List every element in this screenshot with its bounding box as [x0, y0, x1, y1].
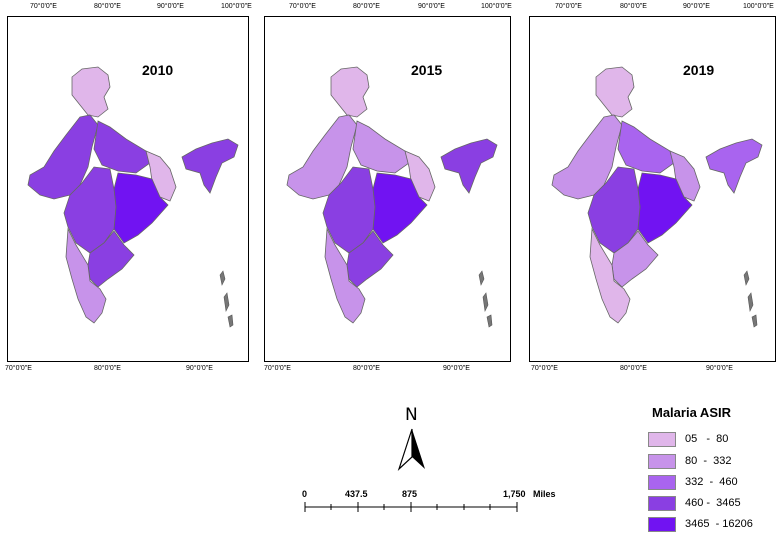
bottom-tick: 90°0'0"E [443, 365, 470, 372]
legend-swatch [648, 454, 676, 469]
island [743, 270, 750, 286]
island [482, 292, 489, 312]
state-region [65, 227, 107, 324]
scale-label-437-5: 437.5 [345, 489, 368, 499]
state-region [440, 138, 498, 194]
india-map-2015 [286, 66, 498, 328]
map-panel-2019 [529, 16, 776, 362]
top-tick: 70°0'0"E [289, 3, 316, 10]
state-region [352, 120, 410, 174]
year-label-2010: 2010 [142, 62, 174, 78]
bottom-tick: 90°0'0"E [706, 365, 733, 372]
legend-label: 05 - 80 [685, 433, 729, 445]
legend-item: 05 - 80 [648, 432, 778, 448]
legend-swatch [648, 496, 676, 511]
map-panel-2010 [7, 16, 249, 362]
legend-item: 80 - 332 [648, 454, 778, 470]
map-panel-2015 [264, 16, 511, 362]
state-region [145, 150, 177, 202]
bottom-tick: 80°0'0"E [353, 365, 380, 372]
state-region [404, 150, 436, 202]
legend-label: 332 - 460 [685, 476, 738, 488]
top-tick: 100°0'0"E [743, 3, 774, 10]
state-region [71, 66, 111, 118]
top-tick: 90°0'0"E [418, 3, 445, 10]
state-region [322, 166, 376, 254]
state-region [705, 138, 763, 194]
state-region [330, 66, 370, 118]
legend-title: Malaria ASIR [652, 405, 731, 420]
island [478, 270, 485, 286]
scale-label-0: 0 [302, 489, 308, 499]
year-label-2015: 2015 [411, 62, 443, 78]
legend-swatch [648, 432, 676, 447]
top-tick: 80°0'0"E [620, 3, 647, 10]
year-label-2019: 2019 [683, 62, 715, 78]
legend-label: 460 - 3465 [685, 497, 741, 509]
island [747, 292, 754, 312]
state-region [93, 120, 151, 174]
island [219, 270, 226, 286]
island [486, 314, 493, 328]
state-region [669, 150, 701, 202]
island [227, 314, 234, 328]
bottom-tick: 80°0'0"E [620, 365, 647, 372]
scale-unit: Miles [533, 489, 556, 499]
legend-swatch [648, 517, 676, 532]
state-region [617, 120, 675, 174]
scale-label-875: 875 [402, 489, 418, 499]
island [751, 314, 758, 328]
bottom-tick: 90°0'0"E [186, 365, 213, 372]
top-tick: 80°0'0"E [353, 3, 380, 10]
bottom-tick: 80°0'0"E [94, 365, 121, 372]
island [223, 292, 230, 312]
top-tick: 70°0'0"E [555, 3, 582, 10]
scale-bar [304, 502, 518, 512]
legend-label: 3465 - 16206 [685, 518, 753, 530]
top-tick: 100°0'0"E [221, 3, 252, 10]
state-region [595, 66, 635, 118]
india-map-2010 [27, 66, 239, 328]
north-arrow-letter: N [405, 405, 418, 425]
state-region [589, 227, 631, 324]
north-arrow-icon [397, 428, 425, 471]
top-tick: 100°0'0"E [481, 3, 512, 10]
legend-item: 332 - 460 [648, 475, 778, 491]
top-tick: 70°0'0"E [30, 3, 57, 10]
bottom-tick: 70°0'0"E [264, 365, 291, 372]
top-tick: 80°0'0"E [94, 3, 121, 10]
top-tick: 90°0'0"E [157, 3, 184, 10]
bottom-tick: 70°0'0"E [5, 365, 32, 372]
state-region [324, 227, 366, 324]
state-region [63, 166, 117, 254]
state-region [587, 166, 641, 254]
legend-label: 80 - 332 [685, 455, 732, 467]
state-region [181, 138, 239, 194]
india-map-2019 [551, 66, 763, 328]
legend-item: 460 - 3465 [648, 496, 778, 512]
top-tick: 90°0'0"E [683, 3, 710, 10]
legend-swatch [648, 475, 676, 490]
legend-item: 3465 - 16206 [648, 517, 778, 533]
scale-label-1750: 1,750 [503, 489, 526, 499]
bottom-tick: 70°0'0"E [531, 365, 558, 372]
